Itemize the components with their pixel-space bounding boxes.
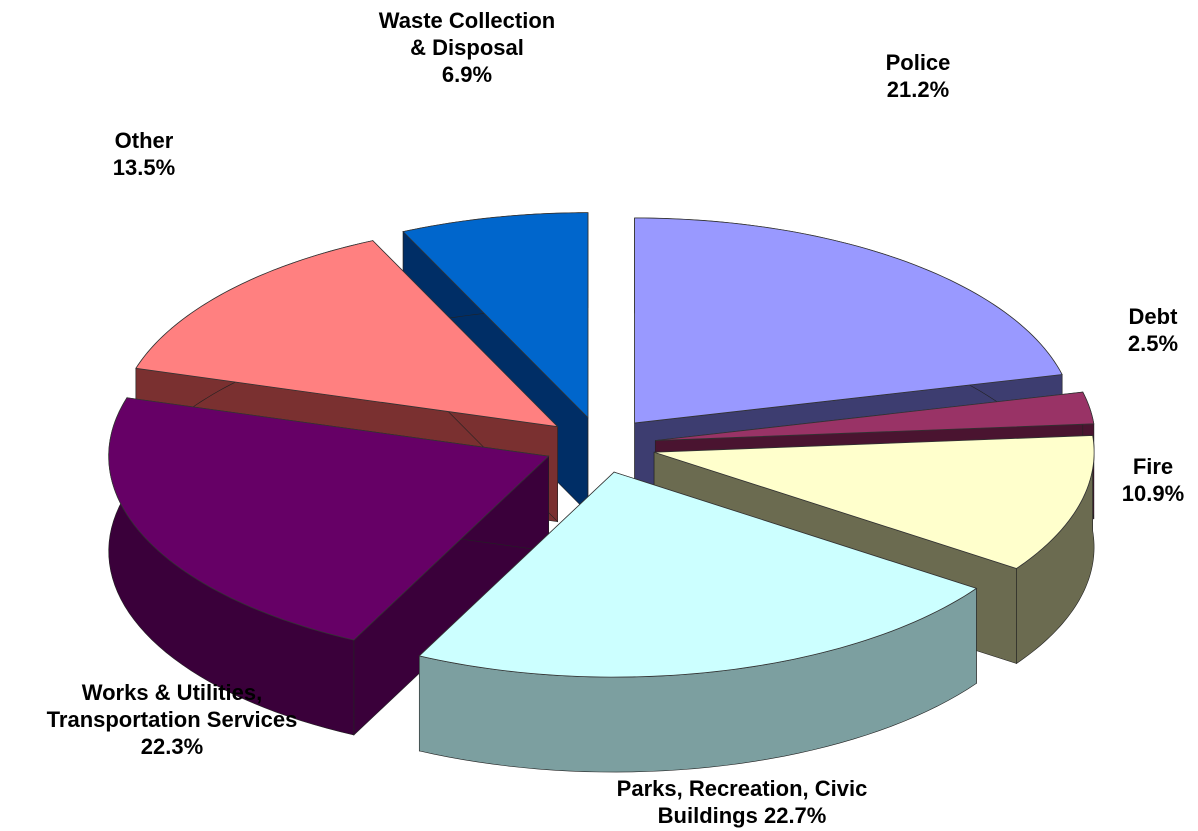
slice-label: Waste Collection & Disposal 6.9%: [379, 8, 555, 87]
slice-label: Fire 10.9%: [1122, 454, 1184, 506]
pie-top-layer: [108, 212, 1095, 678]
slice-label: Other 13.5%: [113, 128, 175, 180]
pie-slice-other: [135, 240, 559, 428]
pie-slice-debt: [655, 391, 1095, 441]
pie-slice-works-utilities-transportation-services: [108, 397, 550, 641]
pie-slice-fire: [653, 435, 1095, 569]
slice-label: Works & Utilities, Transportation Service…: [47, 680, 298, 759]
pie-slice-parks-recreation-civic-buildings: [418, 471, 978, 678]
pie-slice-waste-collection-disposal: [402, 212, 589, 419]
slice-label: Parks, Recreation, Civic Buildings 22.7%: [617, 776, 868, 828]
slice-label: Debt 2.5%: [1128, 304, 1178, 356]
pie-slice-police: [634, 217, 1063, 424]
pie-label-layer: Police 21.2% Debt 2.5% Fire 10.9% Parks, Recre…: [47, 8, 1185, 828]
slice-label: Police 21.2%: [886, 50, 951, 102]
